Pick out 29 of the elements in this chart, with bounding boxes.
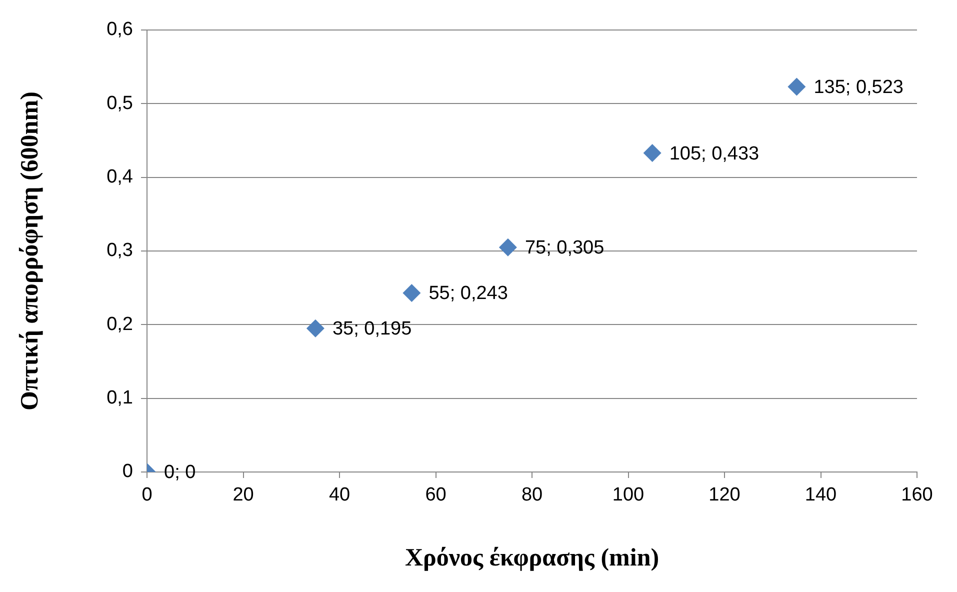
data-label: 0; 0 [164, 462, 196, 484]
x-tick-label: 160 [901, 484, 933, 506]
x-tick-label: 100 [612, 484, 644, 506]
data-label: 135; 0,523 [814, 76, 904, 98]
y-tick-label: 0,5 [106, 92, 133, 114]
x-tick-label: 60 [425, 484, 446, 506]
point [402, 284, 421, 302]
y-tick-label: 0,4 [106, 166, 134, 188]
y-axis-title: Οπτική απορρόφηση (600nm) [16, 92, 44, 410]
x-tick-label: 0 [142, 484, 152, 506]
x-tick-label: 40 [328, 484, 350, 506]
y-tick-label: 0 [122, 461, 133, 482]
y-tick-label: 0,1 [106, 388, 133, 409]
x-tick-label: 140 [804, 484, 837, 506]
data-label: 55; 0,243 [428, 283, 508, 304]
point [788, 78, 806, 96]
x-axis-title: Χρόνος έκφρασης (min) [404, 544, 660, 572]
data-label: 105; 0,433 [669, 143, 760, 164]
point [306, 319, 324, 338]
y-tick-label: 0,3 [106, 240, 133, 262]
x-tick-label: 80 [521, 484, 543, 506]
x-tick-label: 120 [708, 484, 740, 506]
point [498, 238, 517, 256]
y-tick-label: 0,2 [106, 314, 133, 335]
data-label: 75; 0,305 [524, 238, 604, 259]
data-label: 35; 0,195 [332, 318, 412, 340]
y-tick-label: 0,6 [106, 19, 133, 40]
point [643, 144, 662, 162]
x-tick-label: 20 [232, 484, 254, 506]
